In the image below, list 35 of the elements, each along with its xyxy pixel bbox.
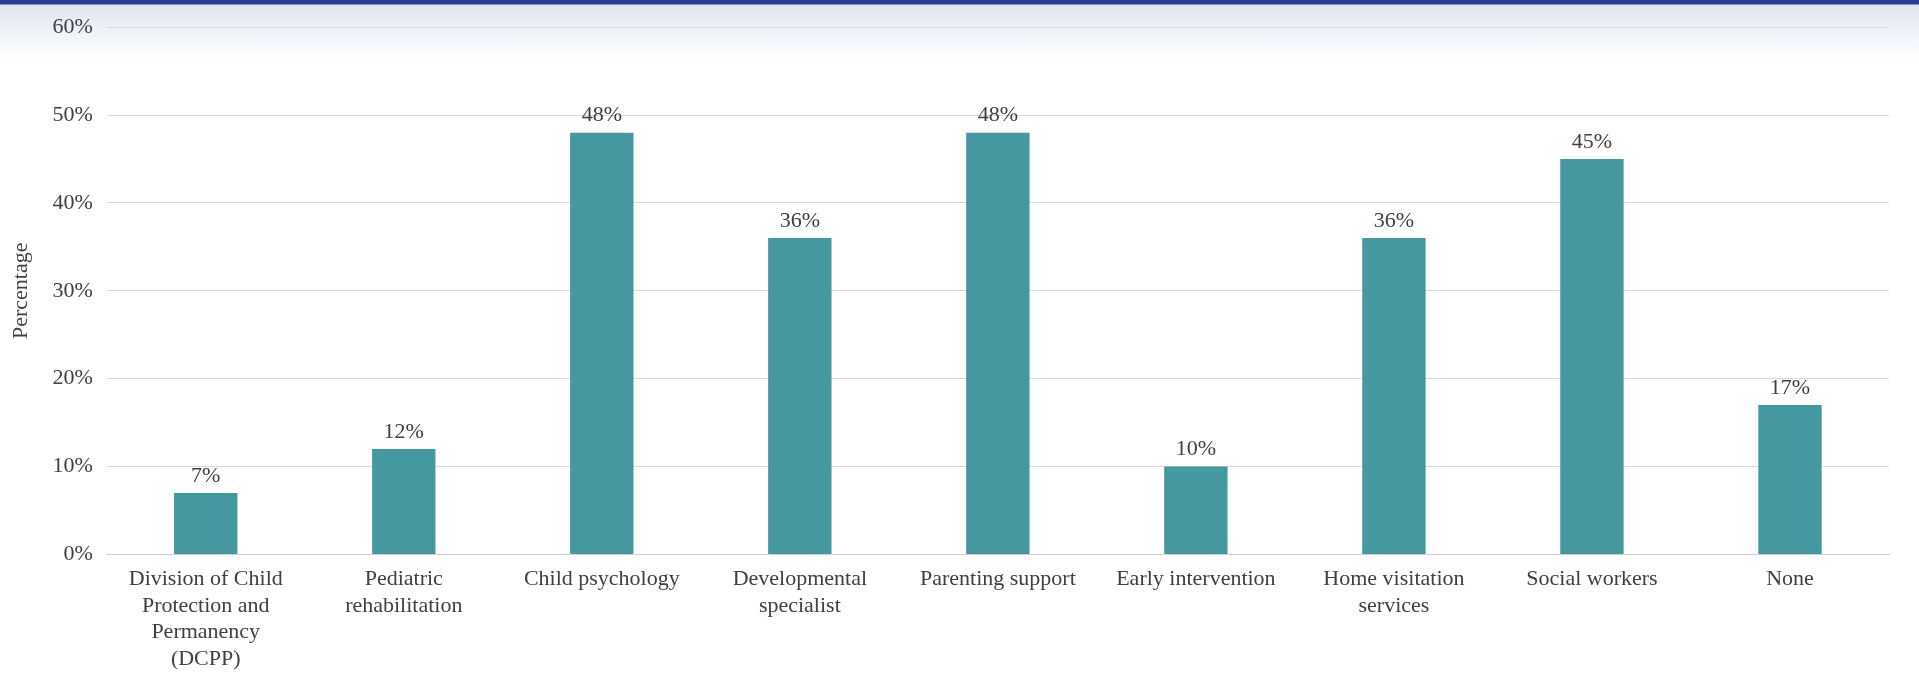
- x-tick-label: Parenting support: [919, 565, 1076, 591]
- bar: [174, 492, 238, 554]
- bar: [1164, 466, 1228, 554]
- y-tick-label: 20%: [52, 364, 93, 390]
- x-tick-label: Developmental specialist: [732, 565, 868, 617]
- y-tick-label: 50%: [52, 100, 93, 126]
- x-tick-label: Child psychology: [523, 565, 680, 591]
- bar: [372, 448, 436, 554]
- x-tick-label: Home visitation services: [1323, 565, 1465, 617]
- x-tick-label: Early intervention: [1116, 565, 1276, 591]
- y-axis-title: Percentage: [6, 242, 32, 340]
- y-tick-label: 40%: [52, 188, 93, 214]
- data-label: 7%: [191, 461, 221, 487]
- bar: [1560, 159, 1624, 554]
- data-label: 48%: [977, 101, 1019, 127]
- x-tick-label: Division of Child Protection and Permanency (DCPP): [128, 565, 283, 670]
- data-label: 10%: [1175, 435, 1217, 461]
- data-label: 36%: [1373, 206, 1415, 232]
- y-tick-label: 30%: [52, 276, 93, 302]
- data-label: 48%: [581, 101, 622, 127]
- x-tick-label: Social workers: [1526, 565, 1658, 591]
- data-label: 45%: [1571, 127, 1613, 153]
- data-label: 12%: [383, 417, 424, 443]
- bar: [1362, 238, 1426, 554]
- y-tick-label: 0%: [63, 540, 93, 566]
- y-tick-label: 60%: [52, 12, 93, 38]
- y-tick-label: 10%: [52, 452, 93, 478]
- x-tick-label: Pediatric rehabilitation: [345, 565, 463, 617]
- bar: [966, 132, 1030, 554]
- bar: [1758, 405, 1822, 554]
- x-tick-label: None: [1766, 565, 1814, 591]
- data-label: 36%: [779, 206, 820, 232]
- bar: [768, 238, 832, 554]
- bar: [570, 132, 634, 554]
- data-label: 17%: [1769, 373, 1811, 399]
